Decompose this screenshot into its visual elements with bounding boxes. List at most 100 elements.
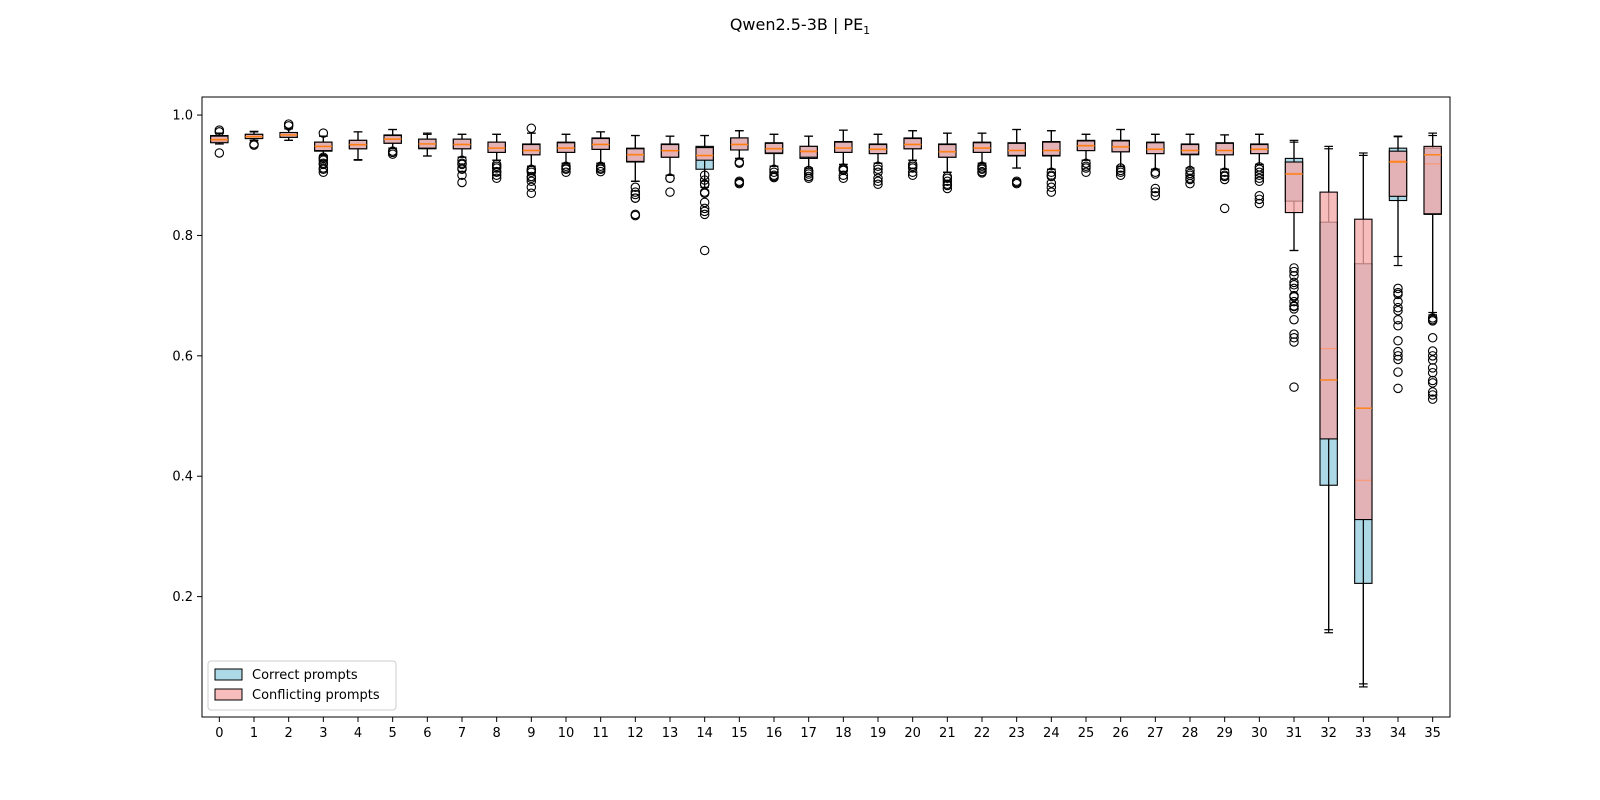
x-tick-label: 0 — [215, 726, 223, 741]
box-7 — [452, 133, 472, 173]
outlier-point — [665, 187, 675, 197]
outlier-point — [942, 176, 953, 187]
x-tick-label: 30 — [1251, 726, 1268, 741]
outlier-point — [630, 193, 641, 203]
y-tick-label: 0.2 — [172, 590, 193, 605]
x-tick-label: 11 — [592, 726, 609, 741]
x-tick-label: 23 — [1008, 726, 1025, 741]
box-13 — [660, 135, 680, 184]
x-tick-label: 24 — [1043, 726, 1060, 741]
outlier-point — [1393, 354, 1403, 365]
outlier-point — [1427, 355, 1438, 365]
outlier-point — [1150, 183, 1161, 194]
outlier-point — [1393, 302, 1403, 313]
box-35 — [1423, 132, 1442, 400]
outlier-point — [630, 210, 641, 221]
box-18 — [834, 129, 853, 181]
box-23 — [1007, 128, 1026, 188]
outlier-point — [526, 188, 537, 199]
outlier-point — [318, 159, 329, 170]
outlier-point — [1289, 263, 1299, 273]
outlier-point — [595, 166, 606, 177]
x-tick-label: 18 — [835, 726, 852, 741]
x-tick-label: 35 — [1424, 726, 1441, 741]
x-tick-label: 8 — [493, 726, 501, 741]
legend-label: Conflicting prompts — [252, 688, 380, 703]
box-iqr — [1215, 142, 1234, 156]
outlier-point — [387, 147, 398, 158]
outlier-point — [1393, 383, 1403, 394]
outlier-point — [734, 157, 745, 167]
outlier-point — [457, 163, 467, 173]
x-tick-label: 25 — [1078, 726, 1095, 741]
box-22 — [972, 132, 992, 177]
outlier-point — [1289, 277, 1299, 288]
outlier-point — [1427, 333, 1438, 343]
outlier-point — [1150, 190, 1161, 201]
outlier-point — [318, 153, 329, 164]
outlier-point — [873, 176, 883, 187]
x-tick-label: 3 — [319, 726, 327, 741]
y-tick-label: 0.6 — [172, 349, 193, 364]
outlier-point — [1289, 314, 1299, 325]
outlier-point — [942, 173, 953, 184]
outlier-point — [1254, 170, 1265, 181]
outlier-point — [318, 167, 329, 177]
outlier-point — [283, 119, 294, 129]
x-tick-label: 1 — [250, 726, 258, 741]
outlier-point — [838, 173, 849, 184]
box-9 — [522, 132, 541, 184]
outlier-point — [1393, 367, 1403, 377]
outlier-point — [1393, 346, 1403, 357]
outlier-point — [1289, 301, 1299, 312]
box-30 — [1250, 133, 1269, 205]
x-tick-label: 20 — [904, 726, 921, 741]
outlier-point — [1254, 194, 1265, 205]
box-iqr — [1388, 150, 1408, 197]
box-20 — [903, 130, 922, 177]
box-27 — [1146, 133, 1165, 197]
box-29 — [1215, 134, 1234, 182]
outlier-point — [1254, 167, 1265, 177]
outlier-point — [1289, 266, 1299, 277]
box-14 — [695, 134, 714, 217]
outlier-point — [1393, 320, 1403, 331]
outlier-point — [873, 173, 883, 184]
outlier-point — [1081, 163, 1091, 173]
outlier-point — [1289, 329, 1299, 339]
outlier-point — [526, 123, 537, 134]
box-3 — [314, 135, 333, 173]
box-11 — [591, 131, 610, 173]
outlier-point — [491, 167, 502, 177]
outlier-point — [1011, 177, 1022, 188]
box-12 — [626, 134, 645, 203]
outlier-point — [699, 206, 710, 217]
outlier-point — [561, 163, 571, 173]
chart-title: Qwen2.5-3B | PE1 — [730, 15, 870, 37]
box-iqr — [903, 137, 922, 150]
outlier-point — [1289, 271, 1299, 281]
box-iqr — [522, 144, 541, 156]
y-axis: 0.2 0.4 0.6 0.8 1.0 — [172, 109, 202, 605]
outlier-point — [491, 161, 502, 171]
x-tick-label: 32 — [1320, 726, 1337, 741]
outlier-point — [1115, 170, 1126, 181]
outlier-point — [734, 177, 745, 188]
x-axis: 0 1 2 3 4 5 6 7 8 9 10 11 12 13 14 15 16 17 18 19 20 21 22 23 24… — [215, 717, 1441, 741]
outlier-point — [873, 167, 883, 177]
box-0 — [210, 125, 229, 145]
outlier-point — [907, 161, 918, 171]
x-tick-label: 16 — [766, 726, 783, 741]
x-tick-label: 31 — [1286, 726, 1303, 741]
y-tick-label: 0.8 — [172, 229, 193, 244]
outlier-point — [1427, 346, 1438, 356]
outlier-point — [1393, 283, 1403, 294]
outlier-point — [803, 171, 814, 182]
outlier-point — [630, 187, 641, 197]
series-correct — [210, 121, 1442, 688]
box-iqr — [1354, 218, 1373, 521]
box-4 — [348, 131, 368, 161]
outlier-point — [1254, 198, 1265, 209]
box-iqr — [695, 147, 714, 161]
